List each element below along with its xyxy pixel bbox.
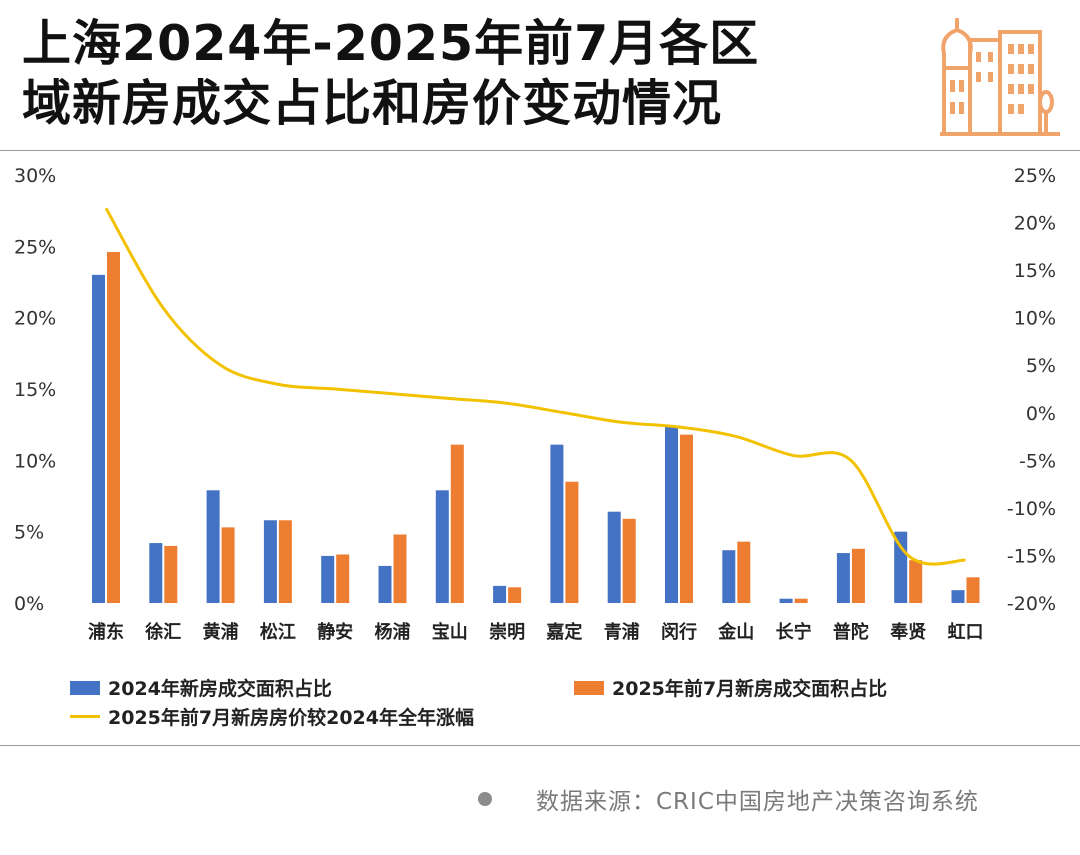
bar-series (92, 252, 980, 604)
category-label: 杨浦 (375, 621, 411, 643)
chart-title: 上海2024年-2025年前7月各区 域新房成交占比和房价变动情况 (22, 14, 759, 134)
bar-2025 (278, 520, 292, 603)
bar-2024 (951, 590, 965, 603)
price-change-line (104, 207, 966, 566)
category-label: 青浦 (604, 621, 640, 643)
bar-2024 (493, 585, 507, 603)
right-tick-label: 15% (1014, 260, 1056, 282)
bar-2024 (206, 490, 220, 603)
left-tick-label: 0% (14, 593, 44, 615)
right-tick-label: -5% (1019, 450, 1056, 472)
bar-2024 (665, 426, 678, 603)
bar-2025 (336, 554, 350, 603)
category-label: 奉贤 (889, 621, 926, 643)
bullet-icon (478, 792, 492, 806)
bar-2024 (92, 274, 105, 603)
bar-2025 (851, 548, 865, 603)
source-text: 数据来源：CRIC中国房地产决策咨询系统 (536, 789, 979, 815)
bar-2025 (164, 545, 178, 603)
category-label: 宝山 (432, 621, 468, 643)
category-label: 长宁 (776, 621, 812, 643)
category-label: 闵行 (661, 621, 697, 643)
bar-2025 (107, 252, 120, 604)
right-tick-label: -15% (1007, 545, 1056, 567)
category-label: 浦东 (88, 621, 124, 643)
bar-2025 (794, 598, 808, 603)
bar-2025 (966, 577, 980, 603)
bar-2025 (737, 541, 751, 603)
legend-item-line: 2025年前7月新房房价较2024年全年涨幅 (70, 703, 474, 730)
bar-2024 (836, 553, 850, 603)
legend-item-2025: 2025年前7月新房成交面积占比 (574, 674, 887, 701)
legend-label-line: 2025年前7月新房房价较2024年全年涨幅 (108, 707, 474, 729)
left-tick-label: 10% (14, 450, 56, 472)
category-label: 徐汇 (144, 621, 181, 643)
category-label: 普陀 (833, 621, 869, 643)
bar-2025 (565, 481, 579, 603)
right-tick-label: 20% (1014, 213, 1056, 235)
right-tick-label: 5% (1026, 355, 1056, 377)
category-label: 静安 (317, 621, 353, 643)
left-tick-label: 15% (14, 379, 56, 401)
header-divider (0, 150, 1080, 151)
left-tick-label: 20% (14, 308, 56, 330)
bar-2024 (378, 565, 392, 603)
legend-swatch-line (70, 715, 100, 718)
bar-2024 (722, 550, 736, 603)
legend-item-2024: 2024年新房成交面积占比 (70, 674, 332, 701)
title-line-1: 上海2024年-2025年前7月各区 (22, 15, 760, 72)
source-note: 数据来源：CRIC中国房地产决策咨询系统 (478, 782, 979, 816)
right-tick-label: -20% (1007, 593, 1056, 615)
city-buildings-icon (940, 18, 1060, 136)
category-axis: 浦东 徐汇 黄浦 松江 静安 杨浦 宝山 崇明 嘉定 青浦 闵行 金山 长宁 普陀 奉贤 虹口 (88, 621, 984, 643)
category-label: 嘉定 (545, 621, 582, 643)
bar-2024 (550, 444, 564, 603)
category-label: 虹口 (948, 621, 984, 643)
right-tick-label: 10% (1014, 308, 1056, 330)
left-tick-label: 30% (14, 165, 56, 187)
bar-2024 (435, 490, 449, 603)
right-tick-label: -10% (1007, 498, 1056, 520)
left-tick-label: 5% (14, 522, 44, 544)
category-label: 黄浦 (203, 621, 239, 643)
bar-2025 (508, 587, 522, 603)
bar-2025 (221, 527, 235, 603)
bar-2025 (450, 444, 464, 603)
legend-swatch-blue (70, 680, 100, 695)
bar-2024 (149, 543, 163, 603)
right-tick-label: 0% (1026, 403, 1056, 425)
bar-2025 (909, 560, 923, 603)
bar-2024 (779, 598, 793, 603)
legend-swatch-orange (574, 680, 604, 695)
left-tick-label: 25% (14, 236, 56, 258)
bar-2024 (321, 555, 335, 603)
bar-2025 (393, 534, 407, 603)
bar-2025 (622, 518, 636, 603)
legend-label-2025: 2025年前7月新房成交面积占比 (612, 678, 888, 700)
bar-2025 (680, 434, 693, 603)
category-label: 松江 (260, 621, 296, 643)
category-label: 金山 (717, 621, 754, 643)
left-axis: 0% 5% 10% 15% 20% 25% 30% (14, 165, 56, 615)
title-line-2: 域新房成交占比和房价变动情况 (22, 75, 723, 132)
category-label: 崇明 (489, 621, 525, 643)
footer-divider (0, 745, 1080, 746)
bar-line-chart: 0% 5% 10% 15% 20% 25% 30% -20% -15% -10% -5% 0% 5% 1… (14, 165, 1056, 643)
bar-2024 (263, 520, 277, 603)
bar-2024 (607, 511, 621, 603)
right-axis: -20% -15% -10% -5% 0% 5% 10% 15% 20% 25% (1007, 165, 1056, 615)
legend-label-2024: 2024年新房成交面积占比 (108, 678, 332, 700)
right-tick-label: 25% (1014, 165, 1056, 187)
